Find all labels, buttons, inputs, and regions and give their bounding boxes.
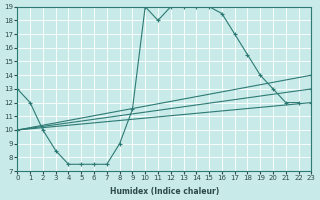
X-axis label: Humidex (Indice chaleur): Humidex (Indice chaleur) bbox=[110, 187, 219, 196]
